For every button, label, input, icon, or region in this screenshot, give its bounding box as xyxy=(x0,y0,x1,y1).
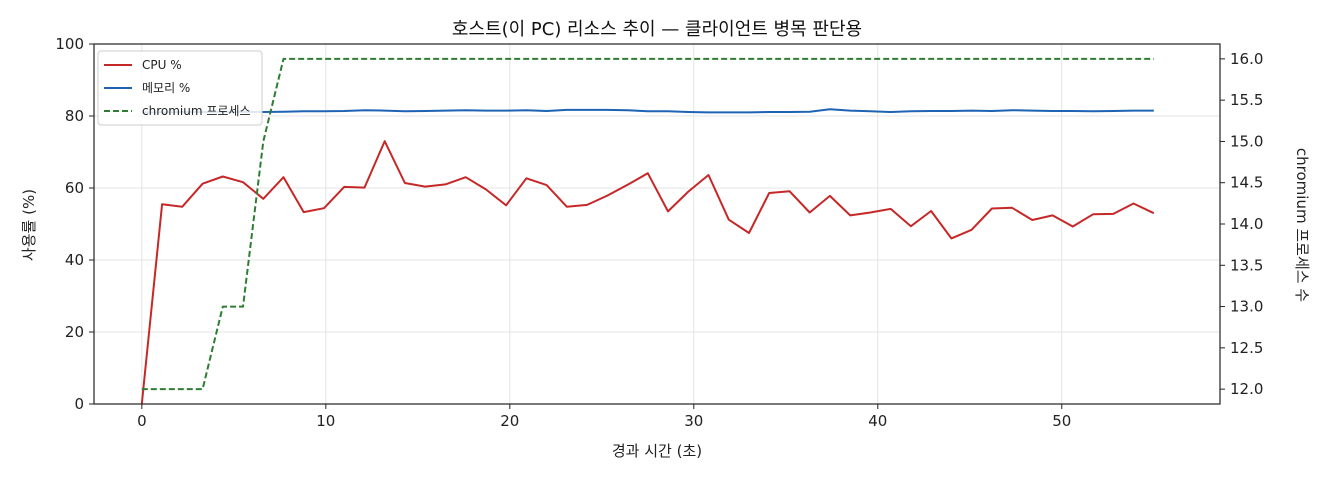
y-right-tick-label: 15.0 xyxy=(1230,132,1263,150)
y-tick-label: 20 xyxy=(65,323,84,341)
grid-layer xyxy=(94,43,1220,405)
y-tick-label: 0 xyxy=(74,395,84,413)
y-right-tick-label: 13.0 xyxy=(1230,298,1263,316)
legend: CPU % 메모리 % chromium 프로세스 xyxy=(97,50,263,126)
plot-frame xyxy=(93,43,1221,405)
x-tick-label: 50 xyxy=(1052,412,1071,430)
y-right-tick-label: 12.5 xyxy=(1230,339,1263,357)
y-right-tick-label: 12.0 xyxy=(1230,380,1263,398)
chart-title: 호스트(이 PC) 리소스 추이 — 클라이언트 병목 판단용 xyxy=(452,19,862,40)
y-right-tick-label: 14.0 xyxy=(1230,215,1263,233)
y-axis-label: 사용률 (%) xyxy=(20,189,38,261)
x-axis-label: 경과 시간 (초) xyxy=(612,442,702,460)
axes-layer xyxy=(93,43,1221,405)
x-tick-label: 10 xyxy=(316,412,335,430)
y-tick-label: 60 xyxy=(65,179,84,197)
legend-box xyxy=(97,50,263,126)
series-line-0 xyxy=(140,140,1155,405)
y-right-tick-label: 16.0 xyxy=(1230,50,1263,68)
series-line-1 xyxy=(141,108,1154,114)
x-tick-label: 0 xyxy=(137,412,147,430)
ticks-layer: 0 10 20 30 40 50 0 20 40 60 80 100 12.0 12.5 13.0 13.5 1… xyxy=(55,35,1263,430)
y-tick-label: 80 xyxy=(65,107,84,125)
x-tick-label: 30 xyxy=(684,412,703,430)
legend-label-chromium: chromium 프로세스 xyxy=(142,104,251,118)
y-axis-right-label: chromium 프로세스 수 xyxy=(1293,148,1311,302)
series-line-2 xyxy=(141,57,1154,391)
y-right-tick-label: 15.5 xyxy=(1230,91,1263,109)
x-tick-label: 40 xyxy=(868,412,887,430)
legend-label-memory: 메모리 % xyxy=(142,81,190,95)
legend-label-cpu: CPU % xyxy=(142,58,182,72)
y-tick-label: 40 xyxy=(65,251,84,269)
x-tick-label: 20 xyxy=(500,412,519,430)
y-right-tick-label: 13.5 xyxy=(1230,256,1263,274)
series-layer xyxy=(140,57,1155,405)
y-right-tick-label: 14.5 xyxy=(1230,174,1263,192)
y-tick-label: 100 xyxy=(55,35,84,53)
